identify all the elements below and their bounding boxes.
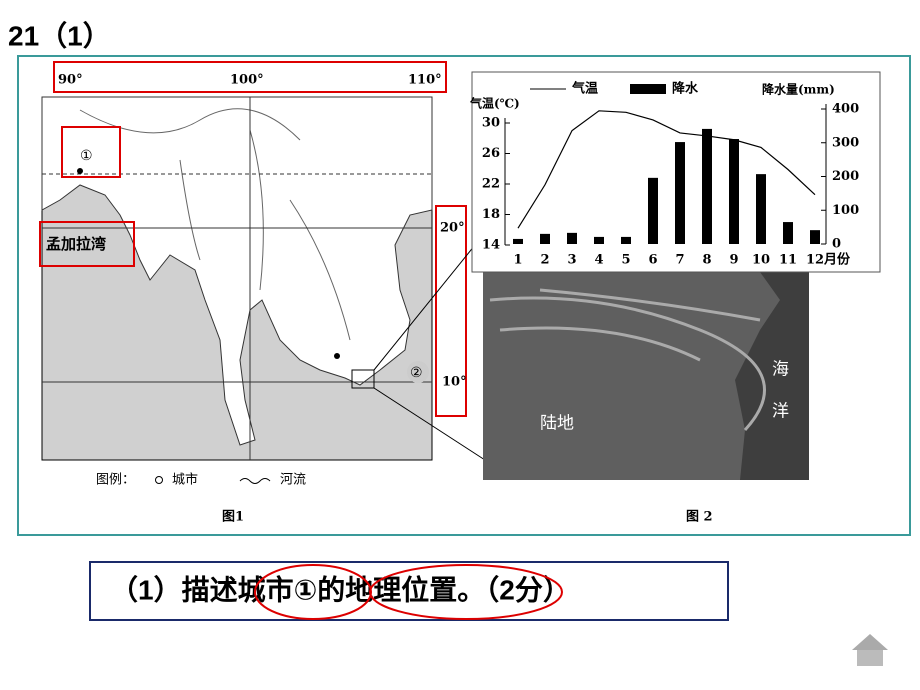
longitude-label: 110° — [408, 73, 442, 88]
y2-tick-label: 400 — [832, 102, 859, 117]
y-tick-label: 14 — [482, 238, 500, 253]
map-rivers — [79, 108, 351, 341]
city-dot — [334, 353, 340, 359]
precip-bar — [702, 128, 712, 244]
x-tick-label: 12 — [806, 253, 824, 268]
longitude-label: 100° — [230, 73, 264, 88]
y2-tick-label: 200 — [832, 169, 859, 184]
temperature-line — [517, 110, 816, 229]
city-marker-label: ② — [410, 365, 423, 381]
x-tick-label: 3 — [567, 253, 576, 268]
legend-label: 降水 — [672, 81, 699, 97]
photo-label: 陆地 — [540, 413, 574, 432]
home-roof — [852, 634, 888, 650]
latitude-label: 20° — [440, 221, 465, 236]
y2-tick-label: 100 — [832, 203, 859, 218]
y-tick-label: 30 — [482, 116, 500, 131]
highlight-box — [53, 61, 447, 93]
legend-river-symbol — [239, 478, 271, 484]
precip-bar — [594, 236, 604, 244]
map-land — [41, 96, 433, 446]
city-dot — [77, 168, 83, 174]
x-axis-label: 月份 — [823, 252, 851, 268]
precip-bar — [810, 230, 820, 244]
legend-label: 气温 — [572, 81, 598, 97]
slide-title: 21（1） — [8, 19, 111, 51]
legend-title: 图例： — [96, 473, 135, 488]
legend-item: 城市 — [172, 472, 198, 488]
y2-tick-label: 300 — [832, 135, 859, 150]
legend-item: 河流 — [280, 473, 306, 488]
marker-bg — [407, 361, 429, 383]
precip-bar — [513, 238, 523, 244]
question-box — [89, 561, 729, 621]
x-tick-label: 10 — [752, 253, 770, 268]
y-tick-label: 26 — [482, 146, 500, 161]
photo-channels — [489, 288, 766, 432]
y2-tick-label: 0 — [832, 237, 841, 252]
x-tick-label: 8 — [702, 253, 711, 268]
photo-sea — [483, 272, 809, 480]
x-tick-label: 2 — [540, 253, 549, 268]
home-button[interactable] — [852, 634, 888, 666]
x-tick-label: 4 — [594, 253, 603, 268]
precip-bar — [675, 142, 685, 244]
x-tick-label: 1 — [513, 253, 522, 268]
delta-photo: 陆地 海 洋 图 2 — [483, 272, 809, 525]
precip-bar — [648, 177, 658, 244]
figure-caption: 图 2 — [686, 510, 713, 525]
y-tick-label: 22 — [482, 177, 500, 192]
y-axis-label: 气温(℃) — [469, 96, 520, 111]
y-tick-label: 18 — [482, 207, 500, 222]
highlight-box — [61, 126, 121, 178]
precip-bar — [756, 174, 766, 244]
connector — [373, 387, 486, 461]
x-tick-label: 9 — [729, 253, 738, 268]
longitude-label: 90° — [58, 73, 83, 88]
latitude-label: 10° — [442, 375, 467, 390]
connector — [373, 244, 476, 371]
precip-bar — [621, 236, 631, 244]
x-tick-label: 6 — [648, 253, 657, 268]
inset-box — [351, 369, 375, 389]
x-tick-label: 5 — [621, 253, 630, 268]
precip-bar — [729, 139, 739, 244]
precip-bar — [783, 222, 793, 244]
precip-bar — [540, 233, 550, 244]
legend-swatch — [630, 84, 666, 94]
x-tick-label: 11 — [779, 253, 797, 268]
question-text: （1）描述城市①的地理位置。（2分） — [110, 573, 571, 605]
sea-label: 孟加拉湾 — [46, 235, 106, 253]
highlight-box — [39, 221, 135, 267]
legend-city-symbol — [155, 476, 163, 484]
y2-axis-label: 降水量(mm) — [762, 82, 835, 97]
figure-frame — [17, 55, 911, 536]
x-tick-label: 7 — [675, 253, 684, 268]
photo-label: 洋 — [772, 401, 789, 420]
map: 90° 100° 110° 20° 10° 孟加拉湾 ① ② 图例： 城市 河流… — [39, 61, 486, 525]
highlight-box — [435, 205, 467, 417]
city-marker-label: ① — [80, 148, 93, 164]
highlight-ellipse — [369, 564, 563, 620]
photo-label: 海 — [772, 359, 789, 378]
precip-bar — [567, 232, 577, 244]
figure-caption: 图1 — [222, 510, 244, 525]
home-body — [857, 650, 883, 666]
